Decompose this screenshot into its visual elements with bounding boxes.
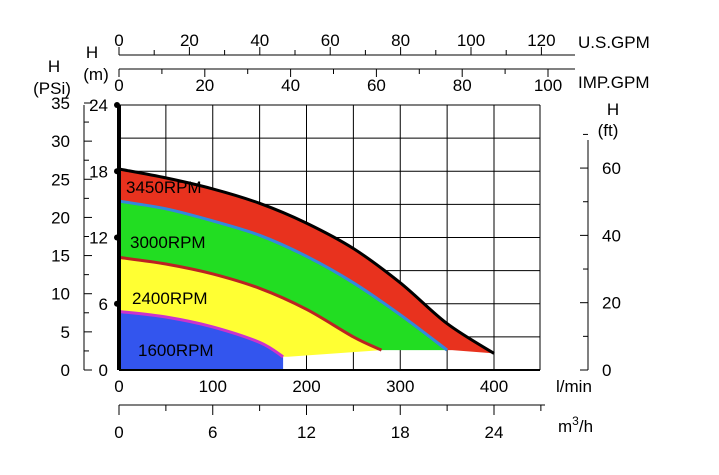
x-usgpm-tick-label: 40 — [250, 31, 269, 50]
area-3450rpm — [119, 169, 494, 354]
x-m3h-tick-label: 6 — [208, 423, 217, 442]
y-psi-tick-label: 20 — [51, 208, 70, 227]
x-usgpm-tick-label: 120 — [527, 31, 555, 50]
area-2400rpm — [119, 257, 382, 357]
area-3000rpm — [119, 201, 448, 351]
curve-1600rpm — [118, 310, 284, 359]
rpm-areas — [119, 169, 494, 370]
y-m-tick-label: 6 — [99, 295, 108, 314]
x-lmin-tick-label: 100 — [199, 377, 227, 396]
y-psi-tick-label: 15 — [51, 247, 70, 266]
rpm-label-3000rpm: 3000RPM — [130, 233, 206, 252]
y-m-tick-dot — [114, 300, 120, 307]
x-impgpm-axis-label: IMP.GPM — [578, 73, 649, 92]
axes: 06121824H(m)05101520253035H(PSi)0204060H… — [33, 31, 650, 442]
rpm-label-2400rpm: 2400RPM — [132, 289, 208, 308]
rpm-label-1600rpm: 1600RPM — [138, 341, 214, 360]
y-ft-axis-label-line2: (ft) — [598, 121, 619, 140]
y-psi-axis-label-line2: (PSi) — [33, 79, 71, 98]
curve-2400rpm — [118, 255, 383, 352]
x-m3h-axis-label: m3/h — [558, 414, 593, 436]
curve-3000rpm — [118, 199, 449, 352]
x-impgpm-tick-label: 40 — [281, 76, 300, 95]
x-usgpm-tick-label: 80 — [391, 31, 410, 50]
x-lmin-tick-label: 200 — [292, 377, 320, 396]
x-lmin-tick-label: 300 — [386, 377, 414, 396]
y-m-tick-label: 24 — [89, 96, 108, 115]
y-psi-tick-label: 35 — [51, 94, 70, 113]
y-psi-tick-label: 5 — [61, 323, 70, 342]
y-ft-tick-label: 0 — [602, 361, 611, 380]
y-ft-axis-label-line1: H — [607, 100, 619, 119]
y-ft-tick-label: 40 — [602, 226, 621, 245]
rpm-curves — [118, 167, 495, 359]
y-m-tick-dot — [114, 168, 120, 175]
x-usgpm-tick-label: 100 — [457, 31, 485, 50]
x-usgpm-tick-label: 20 — [180, 31, 199, 50]
labels: 3450RPM 3000RPM 2400RPM 1600RPM — [126, 178, 214, 360]
y-m-tick-dot — [114, 234, 120, 241]
rpm-label-3450rpm: 3450RPM — [126, 178, 202, 197]
x-lmin-tick-label: 0 — [114, 377, 123, 396]
y-m-tick-label: 18 — [89, 162, 108, 181]
y-psi-tick-label: 0 — [61, 361, 70, 380]
y-m-axis-label-line1: H — [86, 43, 98, 62]
x-impgpm-tick-label: 0 — [114, 76, 123, 95]
y-m-axis-label-line2: (m) — [83, 65, 108, 84]
y-ft-tick-label: 20 — [602, 294, 621, 313]
x-m3h-tick-label: 18 — [391, 423, 410, 442]
x-usgpm-tick-label: 60 — [321, 31, 340, 50]
x-m3h-tick-label: 24 — [485, 423, 504, 442]
y-psi-tick-label: 10 — [51, 285, 70, 304]
x-lmin-axis-label: l/min — [556, 377, 592, 396]
curve-3450rpm — [118, 167, 495, 355]
y-ft-tick-label: 60 — [602, 159, 621, 178]
x-impgpm-tick-label: 100 — [534, 76, 562, 95]
y-psi-axis-label-line1: H — [48, 57, 60, 76]
y-psi-tick-label: 25 — [51, 170, 70, 189]
area-1600rpm — [119, 311, 284, 370]
y-m-tick-label: 0 — [99, 361, 108, 380]
x-impgpm-tick-label: 20 — [195, 76, 214, 95]
x-usgpm-tick-label: 0 — [114, 31, 123, 50]
y-m-tick-label: 12 — [89, 229, 108, 248]
y-m-tick-dot — [114, 102, 120, 108]
x-usgpm-axis-label: U.S.GPM — [578, 33, 650, 52]
x-lmin-tick-label: 400 — [480, 377, 508, 396]
y-psi-tick-label: 30 — [51, 132, 70, 151]
x-m3h-tick-label: 0 — [114, 423, 123, 442]
x-impgpm-tick-label: 80 — [453, 76, 472, 95]
x-m3h-tick-label: 12 — [297, 423, 316, 442]
x-impgpm-tick-label: 60 — [367, 76, 386, 95]
